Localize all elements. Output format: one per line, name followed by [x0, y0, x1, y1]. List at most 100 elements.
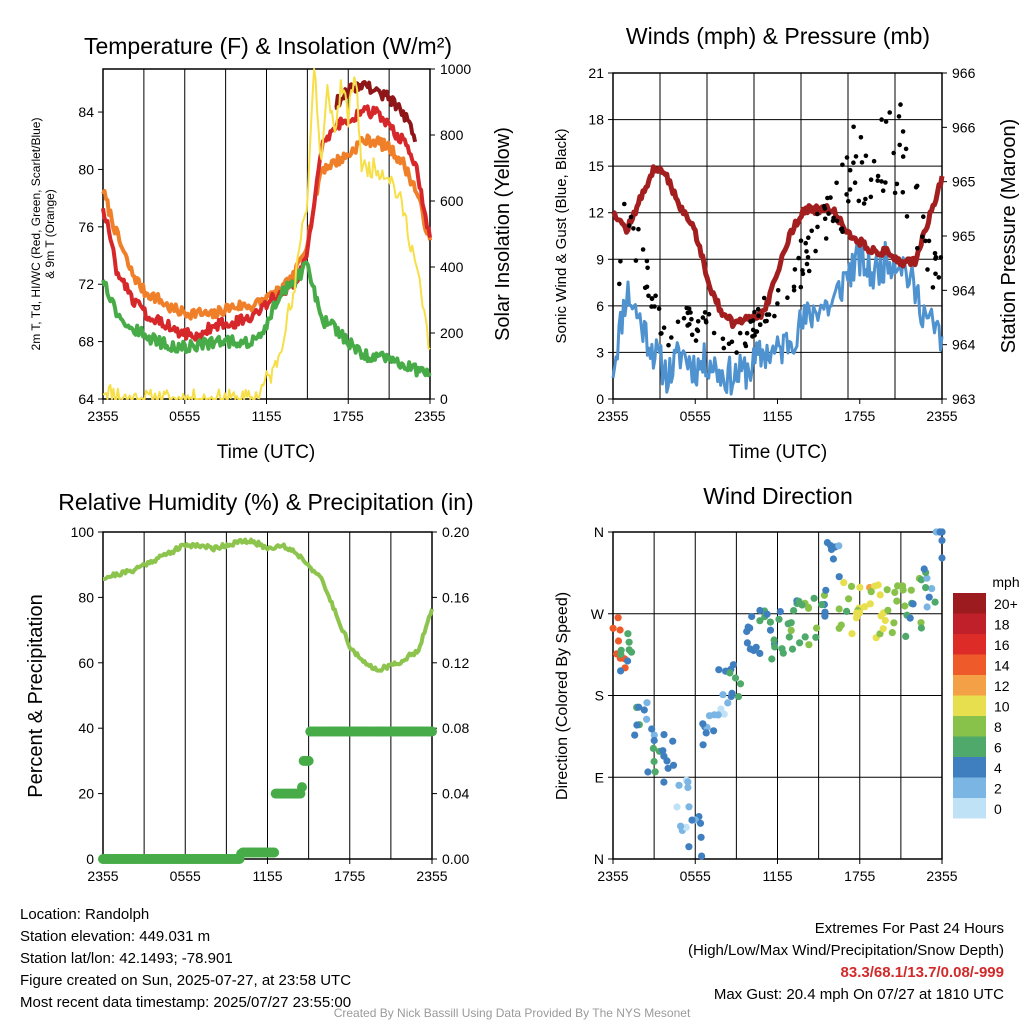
- direction-point: [736, 680, 745, 688]
- figure-created: Figure created on Sun, 2025-07-27, at 23…: [20, 972, 352, 989]
- direction-point: [902, 632, 910, 641]
- direction-point: [871, 582, 879, 590]
- y2-tick-label: 966: [952, 65, 976, 81]
- gust-point: [772, 313, 777, 319]
- gust-point: [815, 224, 820, 230]
- direction-point: [660, 752, 668, 760]
- direction-point: [925, 593, 933, 601]
- gust-point: [703, 318, 709, 324]
- gust-point: [681, 315, 687, 321]
- colorbar-label: 6: [994, 740, 1002, 756]
- y-tick-label: 9: [596, 251, 604, 267]
- gust-point: [658, 331, 663, 336]
- y-tick-label: 0: [596, 391, 604, 407]
- gust-point: [880, 188, 886, 193]
- direction-point: [867, 588, 875, 596]
- gust-point: [858, 135, 864, 140]
- direction-point: [651, 768, 659, 776]
- y2-tick-label: 0.12: [442, 655, 469, 671]
- station-location: Location: Randolph: [20, 906, 150, 923]
- gust-point: [913, 185, 919, 190]
- direction-point: [734, 693, 743, 701]
- gust-point: [898, 102, 903, 107]
- gust-point: [933, 271, 938, 277]
- gust-point: [734, 350, 739, 355]
- gust-point: [618, 259, 623, 264]
- temperature-ylabel-right: Solar Insolation (Yellow): [492, 127, 514, 341]
- y2-tick-label: 400: [440, 259, 464, 275]
- direction-point: [685, 803, 693, 811]
- direction-point: [727, 692, 735, 701]
- gust-point: [900, 154, 906, 159]
- gust-point: [892, 190, 898, 196]
- direction-point: [650, 736, 658, 745]
- direction-grid: [613, 532, 942, 859]
- direction-point: [648, 725, 656, 733]
- x-tick-label: 1755: [844, 868, 875, 884]
- gust-point: [666, 342, 671, 348]
- direction-point: [855, 609, 864, 617]
- precip-point: [427, 726, 437, 737]
- direction-point: [697, 833, 705, 841]
- colorbar-swatch: [953, 716, 986, 737]
- colorbar-label: 4: [994, 760, 1002, 776]
- direction-point: [835, 542, 843, 550]
- gust-point: [757, 322, 763, 327]
- dewpoint-line: [101, 260, 432, 378]
- gust-point: [644, 258, 650, 264]
- direction-point: [906, 614, 914, 622]
- gust-point: [933, 254, 939, 260]
- y-tick-label: 80: [78, 161, 94, 177]
- gust-point: [875, 178, 880, 183]
- gust-point: [915, 246, 920, 251]
- winds-y-ticks-left: 0 3 6 9 12 15 18 21: [588, 65, 613, 407]
- x-tick-label: 2355: [926, 408, 957, 424]
- y-tick-label: 80: [78, 589, 94, 605]
- direction-point: [801, 633, 809, 641]
- direction-point: [879, 625, 887, 633]
- nine-meter-temp-line: [101, 133, 432, 321]
- colorbar-label: 2: [994, 781, 1002, 797]
- direction-ylabel-left: Direction (Colored By Speed): [554, 592, 571, 800]
- gust-point: [775, 301, 780, 306]
- temperature-y-ticks-left: 64 68 72 76 80 84: [78, 104, 103, 407]
- y-tick-label: 0: [86, 851, 94, 867]
- direction-point: [748, 612, 756, 621]
- y-tick-label: 18: [588, 112, 604, 128]
- gust-point: [628, 214, 634, 220]
- gust-point: [883, 119, 889, 124]
- direction-point: [787, 619, 795, 627]
- humidity-panel: Relative Humidity (%) & Precipitation (i…: [25, 489, 474, 884]
- gust-point: [868, 177, 874, 182]
- gust-point: [823, 236, 829, 241]
- y-tick-label: 40: [78, 720, 94, 736]
- gust-point: [798, 238, 804, 243]
- gust-point: [633, 258, 639, 263]
- temperature-y-ticks-right: 0 200 400 600 800 1000: [430, 61, 471, 407]
- gust-point: [675, 319, 681, 325]
- y-tick-label: 84: [78, 104, 94, 120]
- y2-tick-label: 0.04: [442, 786, 469, 802]
- gust-point: [744, 330, 750, 336]
- gust-point: [627, 223, 632, 228]
- heat-index-line: [334, 80, 418, 143]
- gust-point: [761, 295, 767, 301]
- direction-point: [928, 585, 936, 593]
- direction-point: [804, 604, 813, 612]
- x-tick-label: 0555: [680, 868, 711, 884]
- direction-point: [675, 781, 683, 789]
- direction-point: [617, 646, 625, 654]
- direction-point: [702, 729, 710, 737]
- direction-title: Wind Direction: [703, 483, 853, 509]
- gust-point: [936, 275, 942, 280]
- direction-point: [710, 727, 718, 735]
- gust-point: [926, 238, 932, 244]
- direction-point: [891, 588, 899, 597]
- direction-point: [684, 778, 692, 786]
- y-tick-label: 68: [78, 334, 94, 350]
- colorbar-swatch: [953, 757, 986, 778]
- y-tick-label: 76: [78, 219, 94, 235]
- direction-point: [883, 586, 891, 594]
- y2-tick-label: 200: [440, 325, 464, 341]
- y2-tick-label: 965: [952, 228, 976, 244]
